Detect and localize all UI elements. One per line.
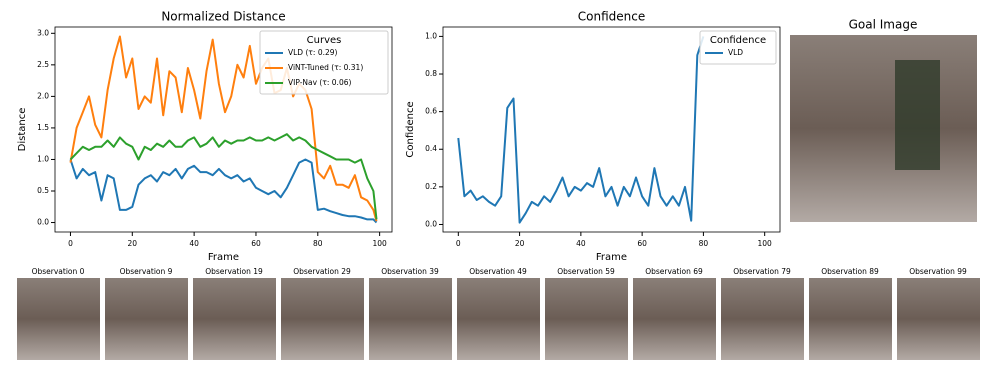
observation-image — [105, 278, 188, 360]
observation-image — [545, 278, 628, 360]
legend-box — [259, 30, 389, 95]
observation-image — [17, 278, 100, 360]
y-axis-label: Confidence — [405, 101, 416, 157]
y-tick-label: 3.0 — [37, 28, 49, 37]
y-tick-label: 0.5 — [37, 186, 49, 195]
x-tick-label: 60 — [637, 239, 647, 248]
legend-title: Curves — [307, 35, 342, 46]
observation-label: Observation 19 — [205, 267, 263, 276]
line — [69, 133, 378, 220]
legend-title: Confidence — [710, 35, 766, 46]
y-tick-label: 0.6 — [425, 107, 437, 116]
x-tick-label: 0 — [68, 239, 73, 248]
x-tick-label: 60 — [251, 239, 261, 248]
x-tick-label: 20 — [515, 239, 525, 248]
y-tick-label: 1.5 — [37, 123, 49, 132]
observation-label: Observation 29 — [293, 267, 351, 276]
line — [69, 35, 378, 222]
x-tick-label: 40 — [576, 239, 586, 248]
y-tick-label: 1.0 — [37, 154, 49, 163]
legend-label: VIP-Nav (τ: 0.06) — [288, 78, 351, 87]
axes-frame — [442, 26, 781, 233]
legend-label: VLD (τ: 0.29) — [288, 48, 338, 57]
observation-label: Observation 59 — [557, 267, 615, 276]
legend-label: VLD — [728, 48, 743, 57]
chart-title: Confidence — [578, 10, 645, 24]
observation-image — [369, 278, 452, 360]
observation-label: Observation 9 — [120, 267, 173, 276]
observation-image — [281, 278, 364, 360]
y-tick-label: 1.0 — [425, 31, 437, 40]
x-axis-label: Frame — [208, 252, 239, 263]
y-tick-label: 0.0 — [425, 219, 437, 228]
observation-image — [897, 278, 980, 360]
observation-image — [633, 278, 716, 360]
y-tick-label: 2.0 — [37, 91, 49, 100]
observation-image — [457, 278, 540, 360]
x-tick-label: 20 — [128, 239, 138, 248]
y-tick-label: 0.2 — [425, 182, 437, 191]
y-tick-label: 2.5 — [37, 60, 49, 69]
axes-frame — [54, 26, 393, 233]
x-tick-label: 100 — [372, 239, 387, 248]
x-axis-label: Frame — [596, 252, 627, 263]
goal-image-title: Goal Image — [849, 18, 918, 32]
goal-image — [790, 35, 977, 222]
observation-label: Observation 39 — [381, 267, 439, 276]
legend-box — [699, 30, 777, 65]
observation-image — [721, 278, 804, 360]
observation-label: Observation 49 — [469, 267, 527, 276]
y-axis-label: Distance — [17, 108, 28, 152]
observation-label: Observation 79 — [733, 267, 791, 276]
legend-label: ViNT-Tuned (τ: 0.31) — [288, 63, 363, 72]
observation-label: Observation 89 — [821, 267, 879, 276]
line — [69, 158, 378, 224]
x-tick-label: 40 — [189, 239, 199, 248]
observation-label: Observation 99 — [909, 267, 967, 276]
y-tick-label: 0.0 — [37, 218, 49, 227]
observation-label: Observation 69 — [645, 267, 703, 276]
x-tick-label: 80 — [313, 239, 323, 248]
x-tick-label: 0 — [456, 239, 461, 248]
x-tick-label: 80 — [699, 239, 709, 248]
y-tick-label: 0.4 — [425, 144, 437, 153]
observation-image — [193, 278, 276, 360]
observation-label: Observation 0 — [32, 267, 85, 276]
line — [457, 36, 705, 224]
observation-image — [809, 278, 892, 360]
chart-title: Normalized Distance — [161, 10, 285, 24]
goal-image-tree — [895, 60, 940, 170]
y-tick-label: 0.8 — [425, 69, 437, 78]
x-tick-label: 100 — [758, 239, 773, 248]
